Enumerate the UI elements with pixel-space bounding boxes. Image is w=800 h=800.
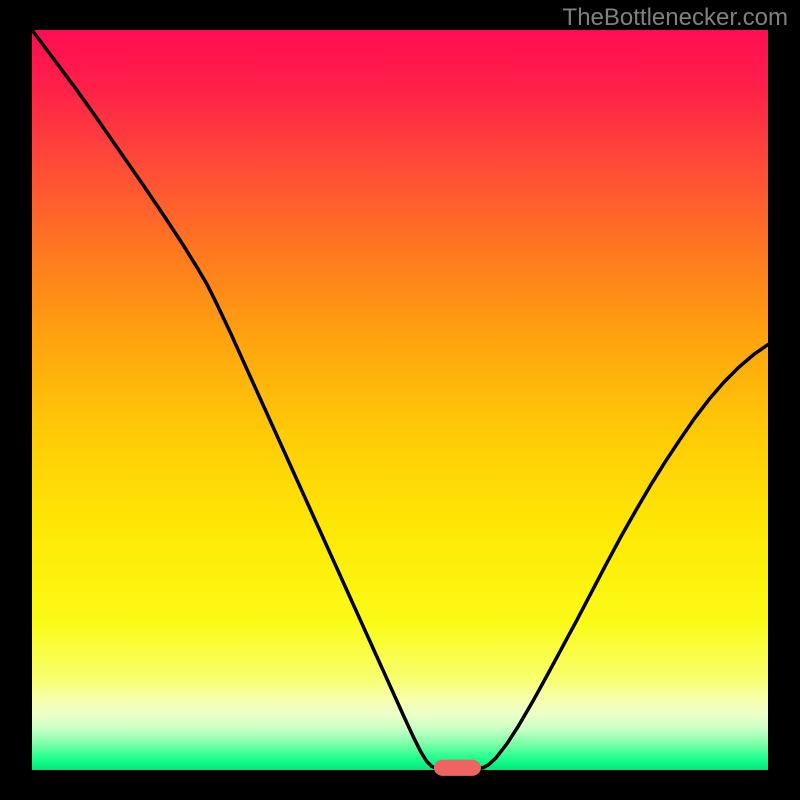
plot-gradient-background bbox=[32, 30, 768, 770]
bottleneck-chart bbox=[0, 0, 800, 800]
optimal-marker bbox=[434, 760, 481, 776]
chart-container: TheBottlenecker.com bbox=[0, 0, 800, 800]
watermark-text: TheBottlenecker.com bbox=[563, 4, 788, 32]
